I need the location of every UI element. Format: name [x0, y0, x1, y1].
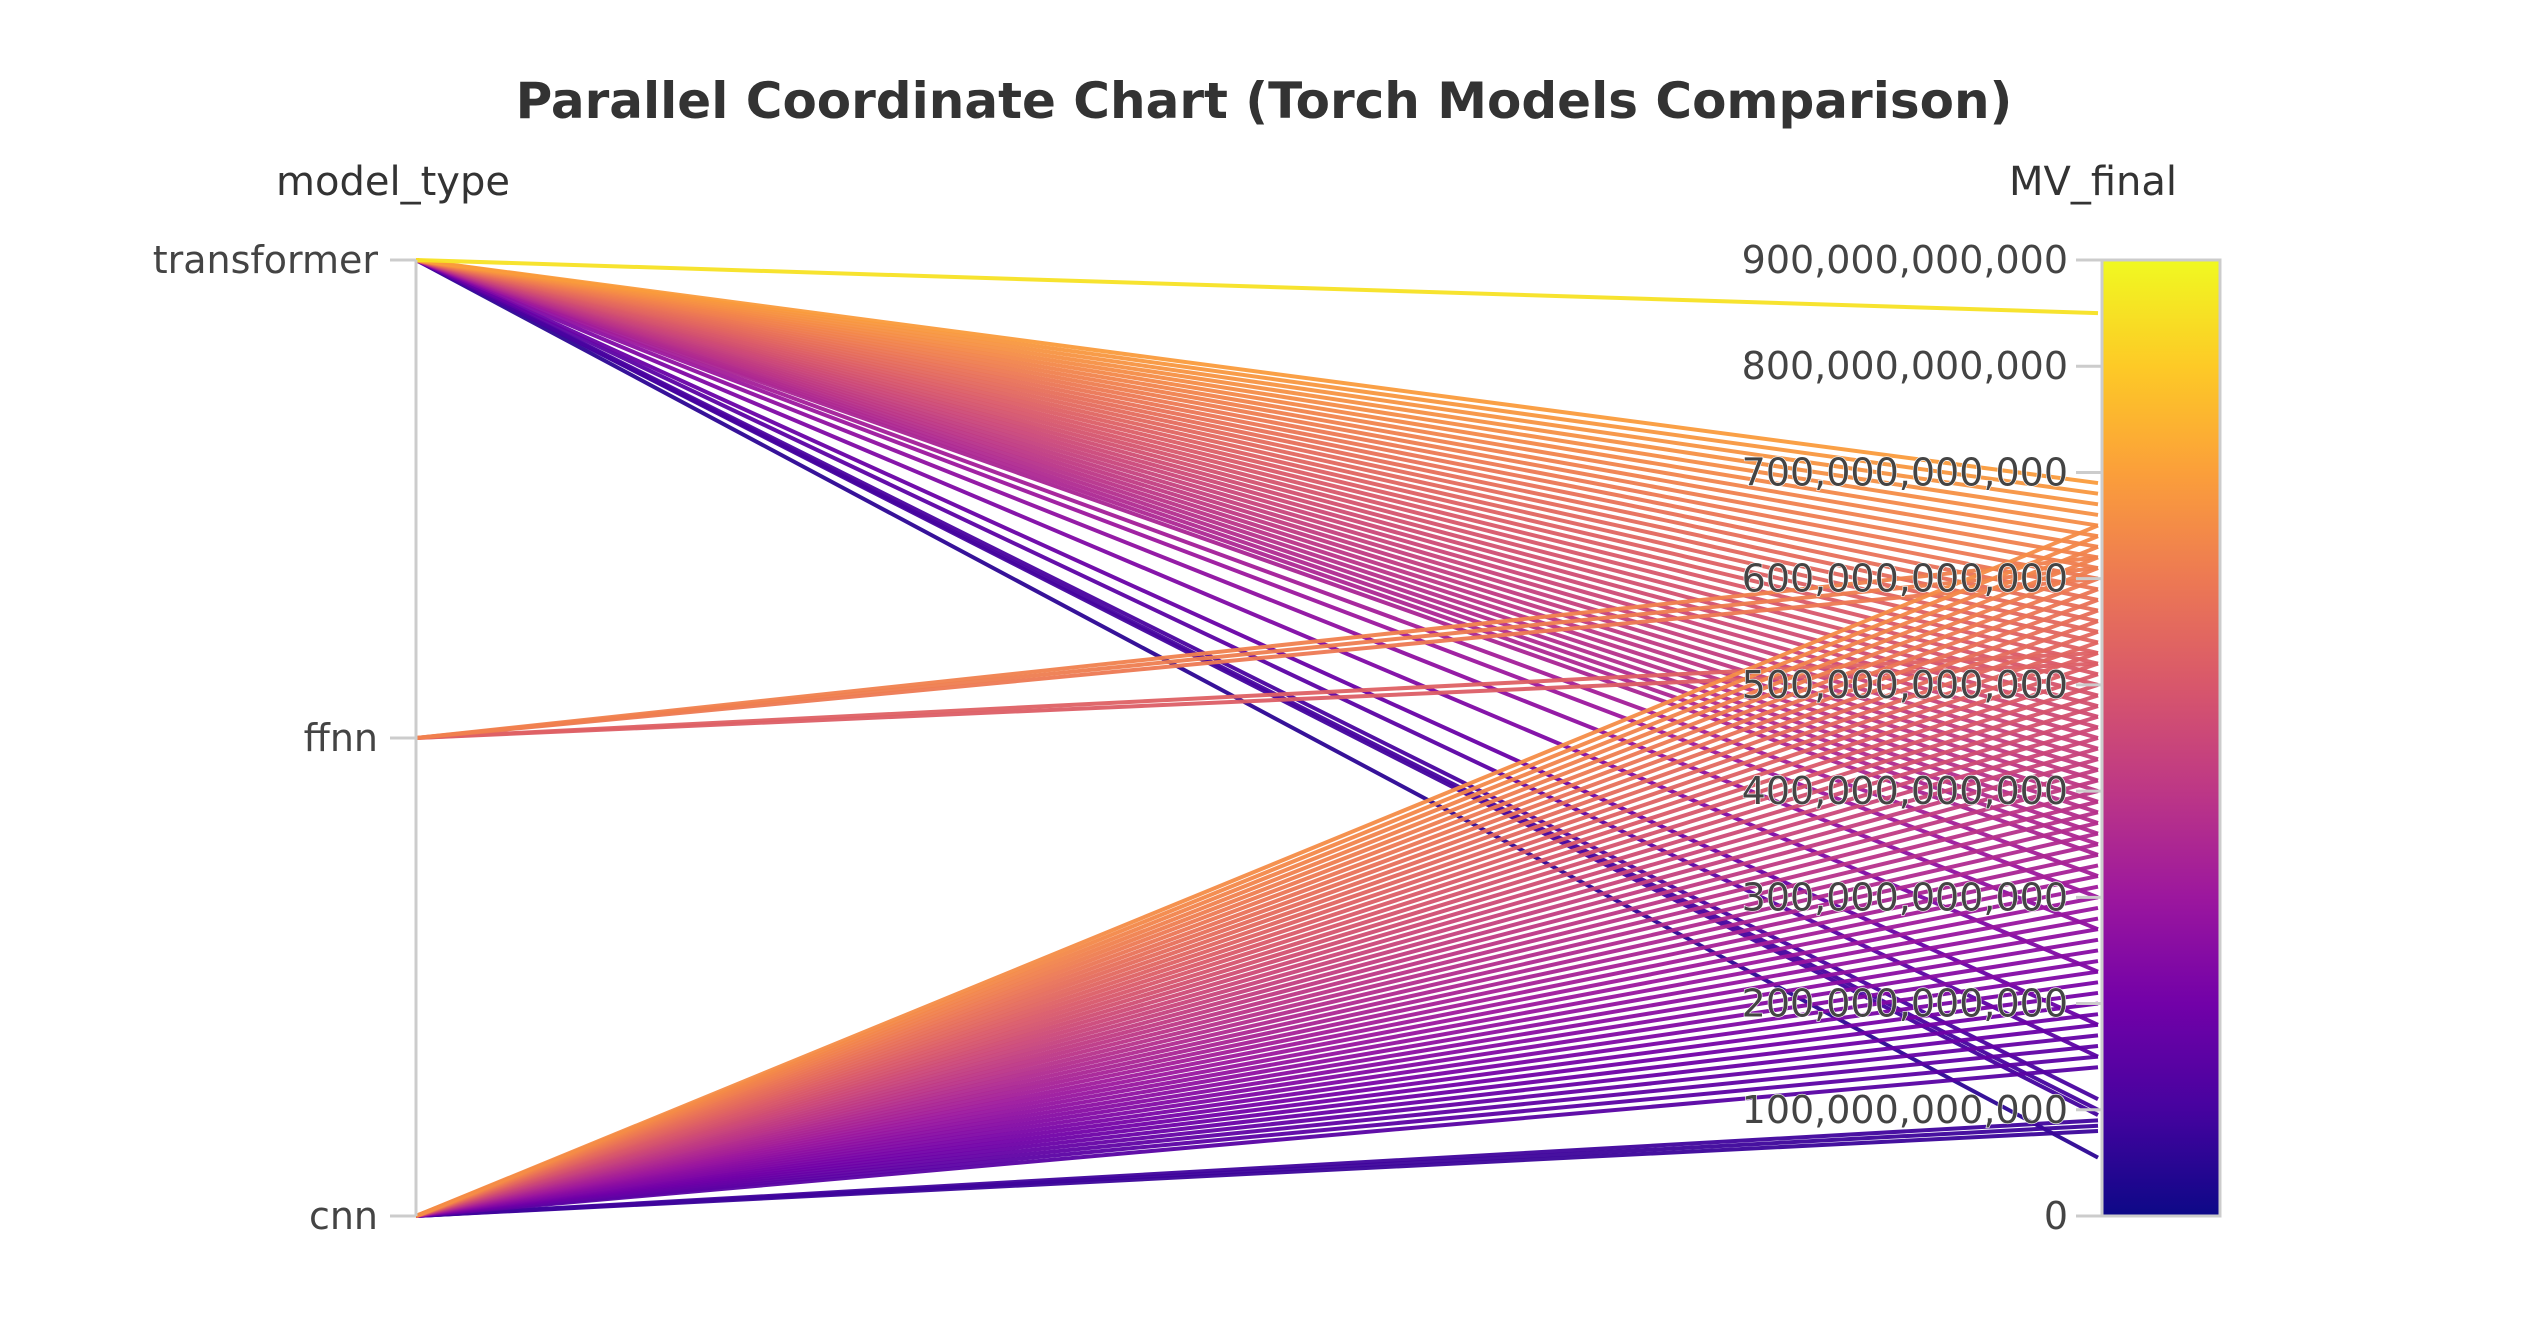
data-line-cnn — [415, 1118, 2099, 1218]
lines-layer — [415, 258, 2099, 1218]
mv-final-axis[interactable]: 0 100,000,000,000 200,000,000,000 300,000,0… — [1741, 237, 2222, 1239]
category-label-cnn: cnn — [309, 1194, 378, 1238]
data-line-transformer — [415, 258, 2099, 316]
mv-final-tick-label: 0 — [2044, 1194, 2068, 1238]
data-line-ffnn — [415, 555, 2099, 740]
mv-final-tick-label: 300,000,000,000 — [1742, 875, 2068, 919]
data-line-cnn — [415, 523, 2099, 1218]
mv-final-tick-label: 700,000,000,000 — [1742, 450, 2068, 494]
model-type-axis[interactable]: transformer ffnn cnn — [153, 238, 418, 1238]
colorbar-border — [2100, 258, 2222, 1218]
chart-title: Parallel Coordinate Chart (Torch Models … — [516, 72, 2013, 130]
mv-final-tick-label: 600,000,000,000 — [1742, 557, 2068, 601]
colorbar[interactable] — [2102, 260, 2220, 1216]
mv-final-tick-label: 800,000,000,000 — [1742, 344, 2068, 388]
data-line-transformer — [415, 258, 2099, 1160]
mv-final-tick-label: 400,000,000,000 — [1742, 769, 2068, 813]
data-line-transformer — [415, 258, 2099, 486]
mv-final-tick-label: 200,000,000,000 — [1742, 982, 2068, 1026]
category-label-ffnn: ffnn — [304, 716, 378, 760]
axis-label-mv-final: MV_final — [2009, 159, 2177, 205]
mv-final-tick-label: 100,000,000,000 — [1742, 1088, 2068, 1132]
axis-label-model-type: model_type — [276, 159, 510, 205]
mv-final-tick-label: 500,000,000,000 — [1742, 663, 2068, 707]
category-label-transformer: transformer — [153, 238, 379, 282]
mv-final-tick-label: 900,000,000,000 — [1742, 238, 2068, 282]
